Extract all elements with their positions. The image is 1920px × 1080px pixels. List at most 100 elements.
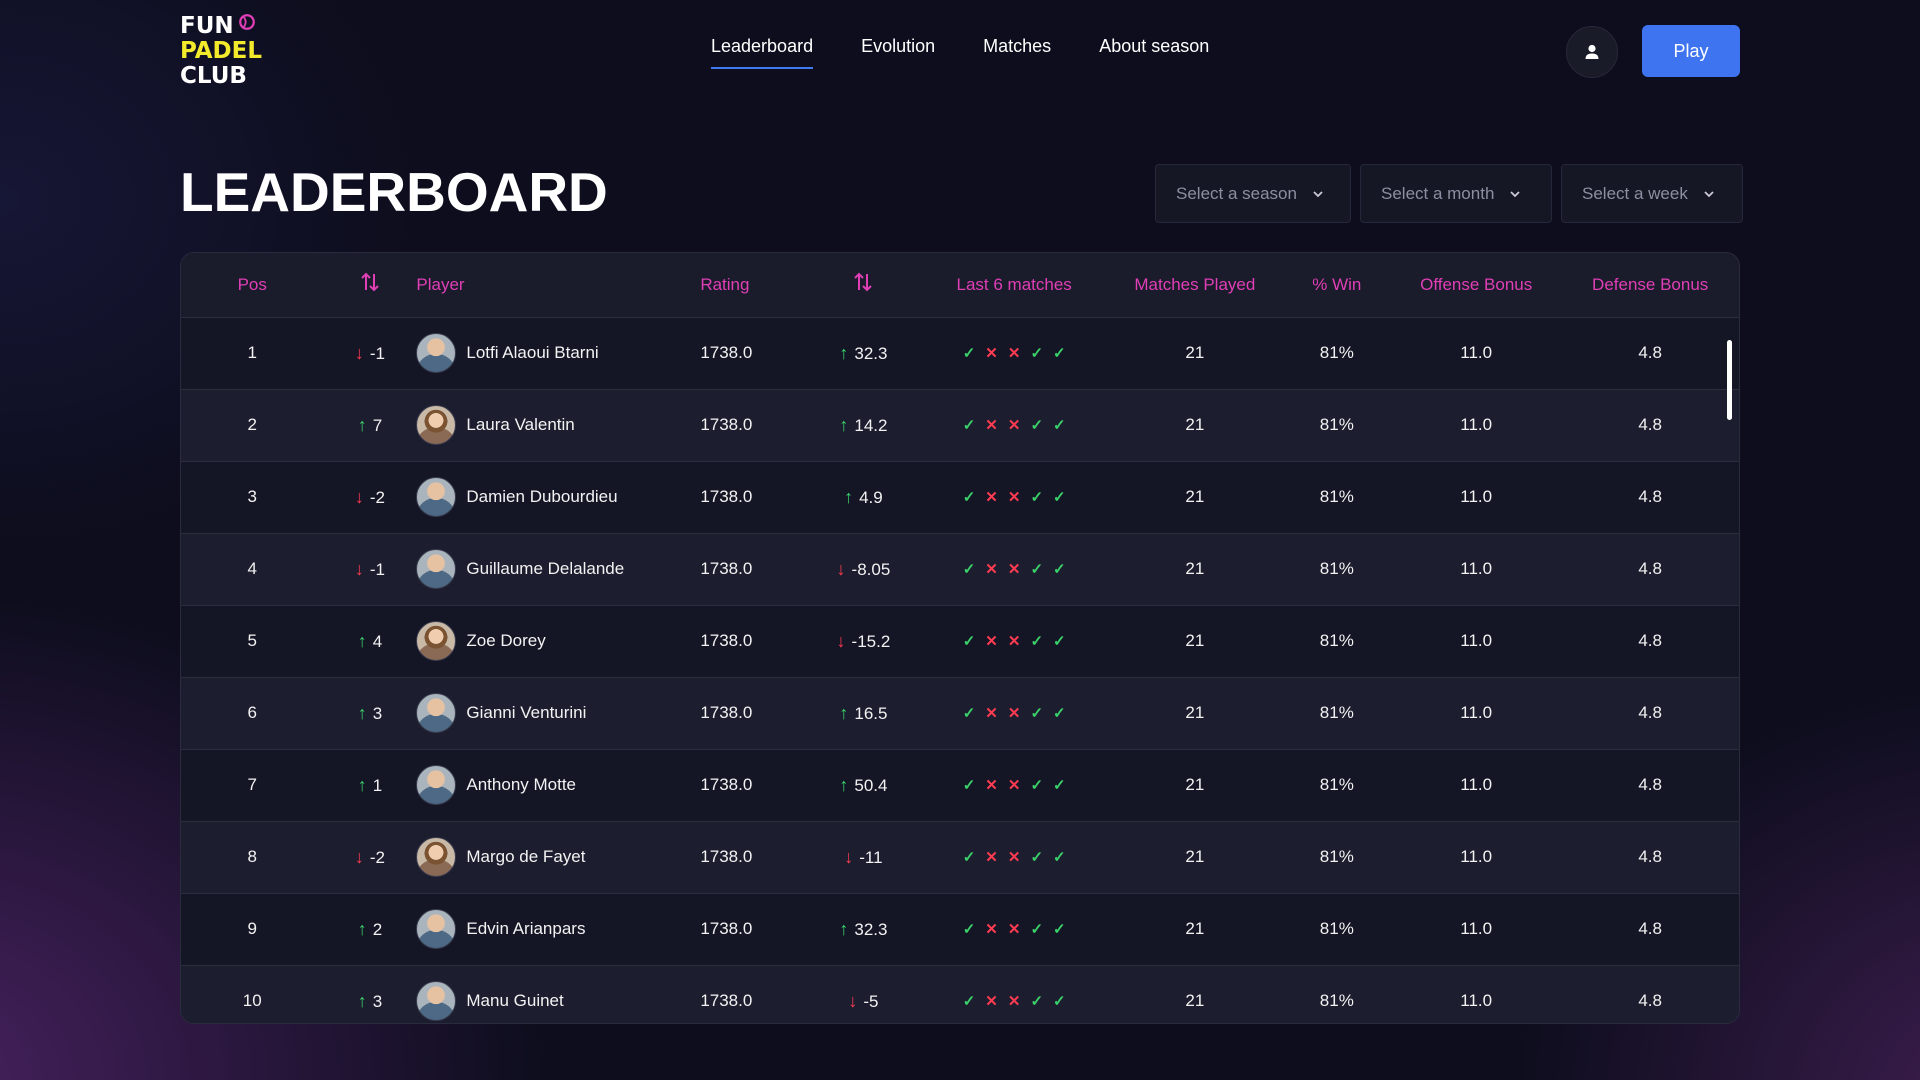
arrow-down-icon: ↓ xyxy=(354,342,364,363)
player-cell[interactable]: Anthony Motte xyxy=(416,749,701,822)
loss-cross-icon: ✕ xyxy=(985,561,998,578)
nav-evolution[interactable]: Evolution xyxy=(861,36,936,56)
player-cell[interactable]: Manu Guinet xyxy=(416,965,701,1023)
sort-arrows-icon xyxy=(361,272,379,292)
table-row[interactable]: 5 ↑ 4 Zoe Dorey 1738.0 ↓ -15.2 ✓ ✕ ✕ ✓ ✓ 21 81… xyxy=(181,605,1739,678)
chevron-down-icon xyxy=(1704,190,1714,197)
matches-played-cell: 21 xyxy=(1107,893,1283,966)
pos-change-cell: ↓ -1 xyxy=(323,533,417,606)
table-row[interactable]: 6 ↑ 3 Gianni Venturini 1738.0 ↑ 16.5 ✓ ✕ ✕ ✓ ✓… xyxy=(181,677,1739,750)
win-check-icon: ✓ xyxy=(962,993,976,1010)
arrow-down-icon: ↓ xyxy=(848,990,858,1011)
win-check-icon: ✓ xyxy=(1030,993,1044,1010)
rating-change-value: -8.05 xyxy=(851,559,891,579)
win-pct-cell: 81% xyxy=(1282,821,1391,894)
matches-played-cell: 21 xyxy=(1107,317,1283,390)
rating-change-cell: ↑ 32.3 xyxy=(805,317,922,390)
loss-cross-icon: ✕ xyxy=(985,777,998,794)
table-row[interactable]: 1 ↓ -1 Lotfi Alaoui Btarni 1738.0 ↑ 32.3 ✓… xyxy=(181,317,1739,390)
play-button[interactable]: Play xyxy=(1642,25,1740,77)
rating-change-value: -5 xyxy=(863,991,879,1011)
month-select[interactable]: Select a month xyxy=(1360,164,1552,223)
pos-cell: 1 xyxy=(181,317,324,390)
player-cell[interactable]: Lotfi Alaoui Btarni xyxy=(416,317,701,390)
fun-padel-club-logo[interactable]: FUN PADEL CLUB xyxy=(180,14,262,89)
defense-bonus-cell: 4.8 xyxy=(1561,317,1739,390)
win-check-icon: ✓ xyxy=(1030,921,1044,938)
table-row[interactable]: 3 ↓ -2 Damien Dubourdieu 1738.0 ↑ 4.9 ✓ ✕ ✕ ✓… xyxy=(181,461,1739,534)
defense-bonus-cell: 4.8 xyxy=(1561,965,1739,1023)
pos-change-cell: ↑ 7 xyxy=(323,389,417,462)
leaderboard-table: Pos Player Rating Last 6 matches Mat xyxy=(180,252,1740,1024)
pos-change-value: 3 xyxy=(372,703,383,723)
col-defense-bonus[interactable]: Defense Bonus xyxy=(1561,253,1739,318)
pos-change-value: 7 xyxy=(372,415,383,435)
table-scrollbar[interactable] xyxy=(1727,340,1732,420)
offense-bonus-cell: 11.0 xyxy=(1391,317,1562,390)
loss-cross-icon: ✕ xyxy=(1007,489,1021,506)
table-row[interactable]: 2 ↑ 7 Laura Valentin 1738.0 ↑ 14.2 ✓ ✕ ✕ ✓ ✓ 2… xyxy=(181,389,1739,462)
pos-change-value: -1 xyxy=(369,343,385,363)
user-icon xyxy=(1585,44,1599,59)
player-cell[interactable]: Edvin Arianpars xyxy=(416,893,701,966)
col-pos-change[interactable] xyxy=(323,253,417,318)
table-row[interactable]: 8 ↓ -2 Margo de Fayet 1738.0 ↓ -11 ✓ ✕ ✕ ✓ ✓ 2… xyxy=(181,821,1739,894)
chevron-down-icon xyxy=(1313,190,1323,197)
offense-bonus-cell: 11.0 xyxy=(1391,389,1562,462)
loss-cross-icon: ✕ xyxy=(985,345,998,362)
week-select[interactable]: Select a week xyxy=(1561,164,1743,223)
user-profile-button[interactable] xyxy=(1566,26,1618,78)
padel-ball-icon xyxy=(238,13,255,30)
table-row[interactable]: 9 ↑ 2 Edvin Arianpars 1738.0 ↑ 32.3 ✓ ✕ ✕ ✓ ✓ … xyxy=(181,893,1739,966)
col-last-matches[interactable]: Last 6 matches xyxy=(921,253,1108,318)
offense-bonus-cell: 11.0 xyxy=(1391,821,1562,894)
player-cell[interactable]: Guillaume Delalande xyxy=(416,533,701,606)
col-player[interactable]: Player xyxy=(416,253,701,318)
rating-change-value: -15.2 xyxy=(851,631,891,651)
nav-about-season[interactable]: About season xyxy=(1099,36,1210,56)
pos-change-cell: ↓ -2 xyxy=(323,461,417,534)
defense-bonus-cell: 4.8 xyxy=(1561,677,1739,750)
pos-change-cell: ↓ -1 xyxy=(323,317,417,390)
rating-change-value: 32.3 xyxy=(854,919,888,939)
avatar xyxy=(416,765,457,805)
rating-change-cell: ↑ 32.3 xyxy=(805,893,922,966)
matches-played-cell: 21 xyxy=(1107,749,1283,822)
pos-cell: 6 xyxy=(181,677,324,750)
col-win-pct[interactable]: % Win xyxy=(1282,253,1391,318)
season-select[interactable]: Select a season xyxy=(1155,164,1351,223)
arrow-up-icon: ↑ xyxy=(357,702,367,723)
offense-bonus-cell: 11.0 xyxy=(1391,965,1562,1023)
player-cell[interactable]: Margo de Fayet xyxy=(416,821,701,894)
arrow-down-icon: ↓ xyxy=(836,558,846,579)
win-check-icon: ✓ xyxy=(1053,705,1066,722)
nav-matches[interactable]: Matches xyxy=(983,36,1052,56)
season-select-label: Select a season xyxy=(1176,183,1297,203)
col-offense-bonus[interactable]: Offense Bonus xyxy=(1391,253,1562,318)
player-cell[interactable]: Zoe Dorey xyxy=(416,605,701,678)
table-row[interactable]: 4 ↓ -1 Guillaume Delalande 1738.0 ↓ -8.05 … xyxy=(181,533,1739,606)
player-name: Laura Valentin xyxy=(466,415,575,434)
loss-cross-icon: ✕ xyxy=(1007,777,1021,794)
avatar xyxy=(416,909,457,949)
loss-cross-icon: ✕ xyxy=(1007,705,1021,722)
player-cell[interactable]: Laura Valentin xyxy=(416,389,701,462)
col-pos[interactable]: Pos xyxy=(181,253,324,318)
pos-change-cell: ↑ 1 xyxy=(323,749,417,822)
rating-cell: 1738.0 xyxy=(700,965,806,1023)
defense-bonus-cell: 4.8 xyxy=(1561,533,1739,606)
col-rating-change[interactable] xyxy=(805,253,922,318)
arrow-up-icon: ↑ xyxy=(839,414,849,435)
nav-leaderboard[interactable]: Leaderboard xyxy=(711,36,814,69)
player-cell[interactable]: Gianni Venturini xyxy=(416,677,701,750)
win-check-icon: ✓ xyxy=(1053,489,1066,506)
avatar xyxy=(416,693,457,733)
loss-cross-icon: ✕ xyxy=(985,417,998,434)
player-cell[interactable]: Damien Dubourdieu xyxy=(416,461,701,534)
col-rating[interactable]: Rating xyxy=(700,253,806,318)
col-matches-played[interactable]: Matches Played xyxy=(1107,253,1283,318)
table-row[interactable]: 10 ↑ 3 Manu Guinet 1738.0 ↓ -5 ✓ ✕ ✕ ✓ ✓ 21 81… xyxy=(181,965,1739,1023)
rating-cell: 1738.0 xyxy=(700,389,806,462)
month-select-label: Select a month xyxy=(1381,183,1495,203)
table-row[interactable]: 7 ↑ 1 Anthony Motte 1738.0 ↑ 50.4 ✓ ✕ ✕ ✓ ✓ 21… xyxy=(181,749,1739,822)
